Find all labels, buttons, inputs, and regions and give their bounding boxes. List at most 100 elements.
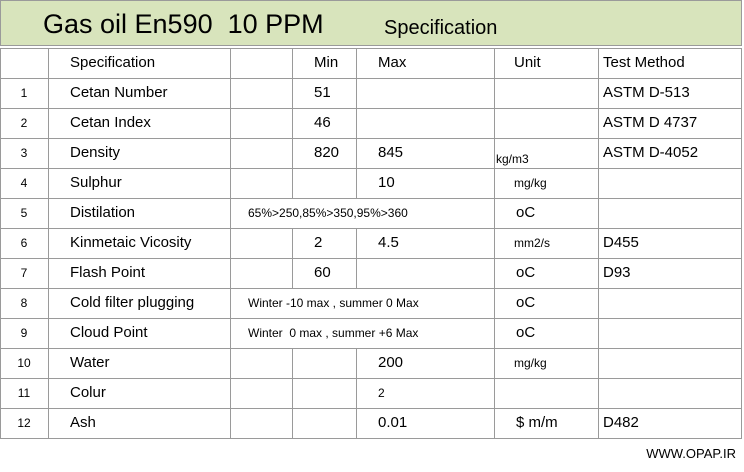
grid-line [598,78,599,108]
grid-line [598,138,599,168]
grid-line [741,258,742,288]
spec-cell: Flash Point [70,264,146,281]
test-cell: D482 [603,414,639,431]
grid-line [48,138,49,168]
row-number: 4 [20,176,28,190]
grid-line [48,228,49,258]
grid-line [0,138,742,139]
unit-cell: $ m/m [516,414,558,431]
grid-line [48,318,49,348]
grid-line [356,228,357,258]
grid-line [741,138,742,168]
grid-line [230,258,231,288]
grid-line [0,108,742,109]
unit-cell: oC [516,264,536,281]
grid-line [598,228,599,258]
grid-line [356,378,357,408]
grid-line [0,168,742,169]
grid-line [0,378,1,408]
grid-line [741,288,742,318]
max-cell: 0.01 [378,414,408,431]
grid-line [356,258,357,288]
footer: WWW.OPAP.IR [646,446,736,461]
grid-line [292,78,293,108]
row-number: 8 [20,296,28,310]
grid-line [0,228,742,229]
grid-line [48,108,49,138]
grid-line [494,348,495,378]
grid-line [494,258,495,288]
row-number: 11 [17,386,31,400]
grid-line [48,78,49,108]
row-number: 5 [20,206,28,220]
range-cell: Winter -10 max , summer 0 Max [248,296,419,310]
spec-cell: Colur [70,384,106,401]
test-cell: ASTM D 4737 [603,114,698,131]
row-number: 1 [20,86,28,100]
grid-line [48,408,49,438]
grid-line [741,378,742,408]
test-cell: ASTM D-513 [603,84,690,101]
min-cell: 820 [314,144,340,161]
grid-line [0,198,1,228]
max-cell: 10 [378,174,395,191]
grid-line [292,378,293,408]
grid-line [494,138,495,168]
min-cell: 60 [314,264,331,281]
spec-cell: Density [70,144,121,161]
spec-cell: Distilation [70,204,136,221]
header-cell: Specification [70,54,156,71]
grid-line [0,318,1,348]
min-cell: 2 [314,234,323,251]
unit-cell: oC [516,324,536,341]
grid-line [0,108,1,138]
grid-line [292,48,293,78]
test-cell: D93 [603,264,631,281]
grid-line [230,48,231,78]
grid-line [598,318,599,348]
range-cell: Winter 0 max , summer +6 Max [248,326,419,340]
grid-line [494,318,495,348]
grid-line [0,228,1,258]
spec-cell: Ash [70,414,96,431]
spec-cell: Cetan Number [70,84,168,101]
row-number: 7 [20,266,28,280]
spec-cell: Cetan Index [70,114,151,131]
min-cell: 51 [314,84,331,101]
grid-line [230,228,231,258]
grid-line [0,348,1,378]
grid-line [0,438,742,439]
grid-line [48,378,49,408]
grid-line [292,408,293,438]
max-cell: 4.5 [378,234,399,251]
max-cell: 200 [378,354,404,371]
grid-line [230,318,231,348]
grid-line [494,198,495,228]
grid-line [494,78,495,108]
title-band: Gas oil En590 10 PPM Specification [0,0,742,46]
grid-line [356,48,357,78]
grid-line [494,288,495,318]
grid-line [230,108,231,138]
grid-line [230,408,231,438]
grid-line [48,168,49,198]
min-cell: 46 [314,114,331,131]
grid-line [741,168,742,198]
grid-line [292,258,293,288]
range-cell: 65%>250,85%>350,95%>360 [248,206,408,220]
title: Gas oil En590 10 PPM [43,9,324,39]
grid-line [741,78,742,108]
header-cell: Test Method [603,54,685,71]
max-cell: 845 [378,144,404,161]
grid-line [598,108,599,138]
grid-line [230,198,231,228]
grid-line [598,258,599,288]
grid-line [598,378,599,408]
grid-line [356,408,357,438]
row-number: 2 [20,116,28,130]
spec-cell: Sulphur [70,174,122,191]
row-number: 9 [20,326,28,340]
max-cell: 2 [378,386,385,400]
grid-line [48,288,49,318]
grid-line [356,108,357,138]
